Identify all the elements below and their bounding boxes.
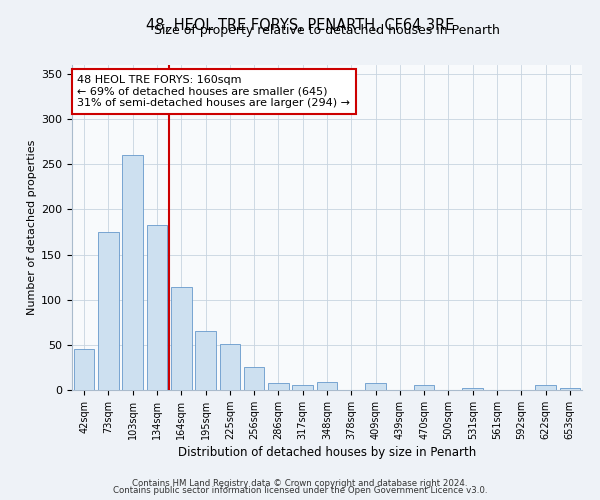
Bar [414, 386, 434, 390]
Bar [122, 156, 143, 390]
Bar [244, 366, 265, 390]
Bar [146, 225, 167, 390]
X-axis label: Distribution of detached houses by size in Penarth: Distribution of detached houses by size … [178, 446, 476, 459]
Bar [292, 386, 313, 390]
Text: 48 HEOL TRE FORYS: 160sqm
← 69% of detached houses are smaller (645)
31% of semi: 48 HEOL TRE FORYS: 160sqm ← 69% of detac… [77, 74, 350, 108]
Y-axis label: Number of detached properties: Number of detached properties [27, 140, 37, 315]
Title: Size of property relative to detached houses in Penarth: Size of property relative to detached ho… [154, 24, 500, 38]
Text: 48, HEOL TRE FORYS, PENARTH, CF64 3RE: 48, HEOL TRE FORYS, PENARTH, CF64 3RE [146, 18, 454, 32]
Bar [463, 388, 483, 390]
Bar [74, 350, 94, 390]
Bar [220, 344, 240, 390]
Bar [560, 388, 580, 390]
Bar [195, 332, 216, 390]
Text: Contains HM Land Registry data © Crown copyright and database right 2024.: Contains HM Land Registry data © Crown c… [132, 478, 468, 488]
Text: Contains public sector information licensed under the Open Government Licence v3: Contains public sector information licen… [113, 486, 487, 495]
Bar [268, 383, 289, 390]
Bar [535, 384, 556, 390]
Bar [98, 232, 119, 390]
Bar [317, 382, 337, 390]
Bar [171, 287, 191, 390]
Bar [365, 383, 386, 390]
